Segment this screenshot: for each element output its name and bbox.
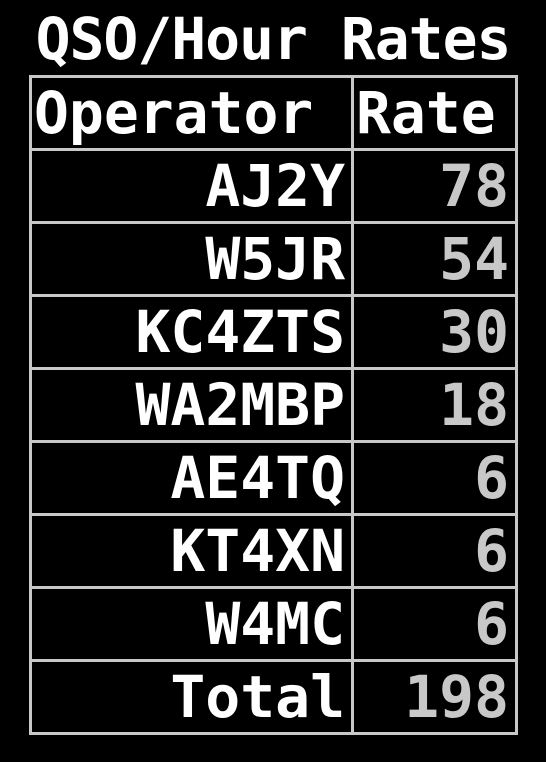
table-row: AE4TQ 6 — [29, 440, 518, 516]
table-header-row: Operator Rate — [29, 75, 518, 151]
rate-cell: 6 — [351, 513, 518, 589]
column-header-operator: Operator — [29, 75, 354, 151]
operator-cell: KC4ZTS — [29, 294, 354, 370]
rate-cell: 30 — [351, 294, 518, 370]
table-row: KT4XN 6 — [29, 513, 518, 589]
rate-cell: 6 — [351, 440, 518, 516]
total-rate: 198 — [351, 659, 518, 735]
rates-table: Operator Rate AJ2Y 78 W5JR 54 KC4ZTS 30 … — [29, 75, 518, 735]
total-row: Total 198 — [29, 659, 518, 735]
page-title: QSO/Hour Rates — [35, 5, 512, 73]
rate-cell: 6 — [351, 586, 518, 662]
total-label: Total — [29, 659, 354, 735]
rate-cell: 18 — [351, 367, 518, 443]
table-row: W4MC 6 — [29, 586, 518, 662]
table-row: KC4ZTS 30 — [29, 294, 518, 370]
operator-cell: AJ2Y — [29, 148, 354, 224]
operator-cell: KT4XN — [29, 513, 354, 589]
table-row: W5JR 54 — [29, 221, 518, 297]
operator-cell: AE4TQ — [29, 440, 354, 516]
operator-cell: W5JR — [29, 221, 354, 297]
operator-cell: WA2MBP — [29, 367, 354, 443]
rate-cell: 54 — [351, 221, 518, 297]
rate-cell: 78 — [351, 148, 518, 224]
table-row: WA2MBP 18 — [29, 367, 518, 443]
table-row: AJ2Y 78 — [29, 148, 518, 224]
column-header-rate: Rate — [351, 75, 518, 151]
operator-cell: W4MC — [29, 586, 354, 662]
